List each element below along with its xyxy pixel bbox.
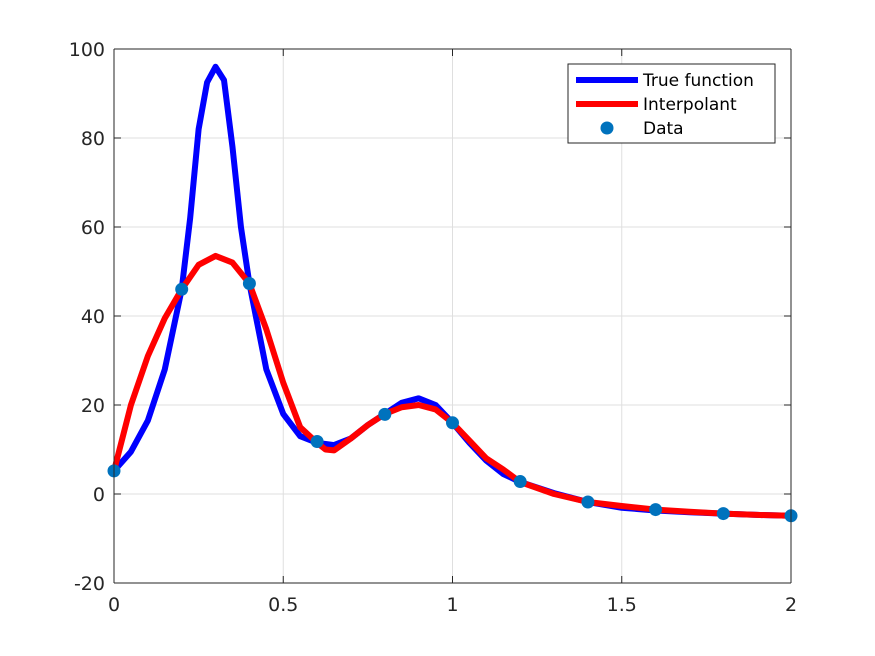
data-point xyxy=(175,282,189,296)
y-tick-label: 20 xyxy=(81,395,105,417)
y-tick-label: -20 xyxy=(74,573,105,595)
legend: True function Interpolant Data xyxy=(567,63,776,144)
data-point xyxy=(649,503,663,517)
legend-data-swatch xyxy=(600,121,614,135)
data-point xyxy=(581,495,595,509)
y-tick-label: 80 xyxy=(81,128,105,150)
x-tick-label: 0 xyxy=(108,594,120,616)
series-line-interpolant xyxy=(111,252,794,519)
y-tick-label: 60 xyxy=(81,217,105,239)
series-layer xyxy=(107,63,798,523)
x-tick-label: 1.5 xyxy=(607,594,637,616)
data-point xyxy=(513,475,527,489)
y-tick-label: 40 xyxy=(81,306,105,328)
x-tick-label: 2 xyxy=(785,594,797,616)
axes xyxy=(113,48,792,584)
y-tick-label: 100 xyxy=(69,39,105,61)
data-point xyxy=(310,434,324,448)
data-point xyxy=(378,407,392,421)
x-tick-label: 1 xyxy=(446,594,458,616)
legend-data-label: Data xyxy=(643,119,684,139)
data-point xyxy=(242,277,256,291)
data-point xyxy=(446,416,459,430)
legend-true-function-label: True function xyxy=(642,71,754,91)
x-tick-label: 0.5 xyxy=(268,594,298,616)
legend-interpolant-label: Interpolant xyxy=(643,95,737,115)
y-tick-label: 0 xyxy=(93,484,105,506)
data-point xyxy=(716,507,730,521)
